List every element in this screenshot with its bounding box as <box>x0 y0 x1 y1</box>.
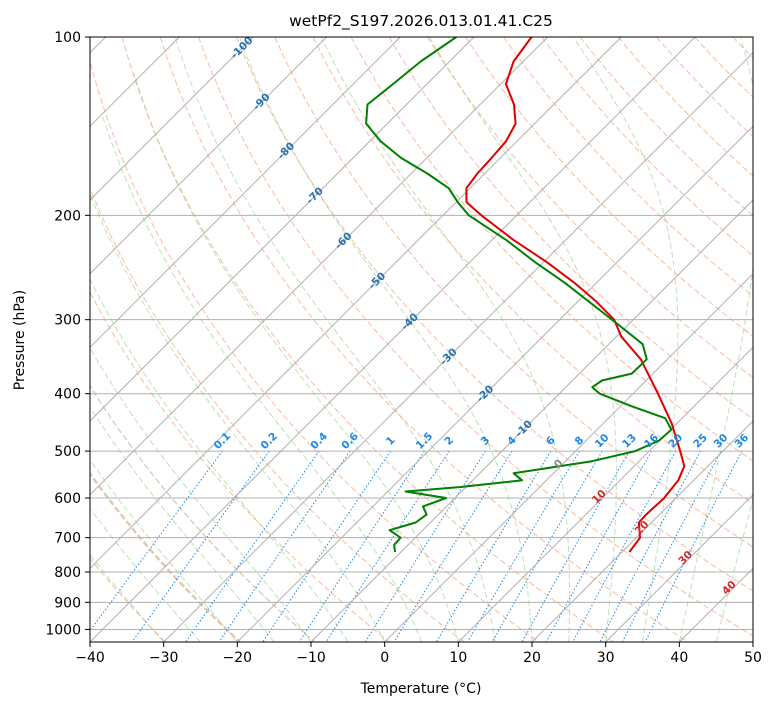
mixing-ratio-line <box>364 450 486 642</box>
dry-adiabat <box>198 37 753 637</box>
mixing-ratio-line <box>90 450 223 632</box>
mixing-ratio-line <box>621 450 722 642</box>
x-tick-label: 40 <box>670 650 688 666</box>
dry-adiabat-boundary <box>90 384 316 642</box>
dry-adiabat <box>388 37 753 420</box>
temperature-line <box>465 37 686 553</box>
moist-adiabat <box>90 347 312 642</box>
y-tick-label: 700 <box>54 531 81 547</box>
mixing-ratio-line <box>521 450 630 642</box>
isotherm-line <box>90 37 622 570</box>
mixing-ratio-line <box>218 450 351 642</box>
y-tick-label: 800 <box>54 565 81 581</box>
y-tick-label: 100 <box>54 30 81 46</box>
isotherm-line <box>90 37 254 201</box>
isotherm-line <box>605 493 753 642</box>
moist-adiabat <box>238 37 533 642</box>
dry-adiabats <box>90 37 753 642</box>
dry-adiabat <box>350 37 753 462</box>
plot-area: -100-90-80-70-60-50-40-30-20-10010203040… <box>90 37 753 642</box>
y-tick-label: 400 <box>54 387 81 403</box>
isotherm-line <box>163 51 753 642</box>
y-axis-label: Pressure (hPa) <box>12 290 28 390</box>
moist-adiabat <box>174 37 496 642</box>
dry-adiabat <box>274 37 753 548</box>
x-tick-label: 30 <box>597 650 615 666</box>
x-tick-label: 50 <box>744 650 762 666</box>
y-tick-label: 1000 <box>45 622 81 638</box>
isotherm-line <box>236 125 753 642</box>
isotherm-line <box>457 346 753 642</box>
isotherm-line <box>90 37 696 642</box>
y-tick-label: 300 <box>54 313 81 329</box>
mixing-ratio-line <box>644 450 743 642</box>
dry-adiabat <box>90 59 540 642</box>
mixing-ratio-line <box>393 450 513 642</box>
dewpoint-line <box>365 37 673 553</box>
y-tick-label: 200 <box>54 208 81 224</box>
y-tick-label: 600 <box>54 491 81 507</box>
mixing-ratio-line <box>545 450 653 642</box>
moist-adiabat <box>90 553 165 642</box>
moist-adiabat <box>320 37 571 642</box>
moist-adiabat <box>101 114 422 642</box>
dry-adiabat <box>236 37 753 592</box>
x-tick-label: 20 <box>523 650 541 666</box>
dry-adiabat <box>159 37 689 642</box>
sounding-series <box>365 37 686 553</box>
isotherm-line <box>90 37 328 275</box>
moist-adiabat <box>90 278 349 642</box>
dry-adiabat <box>121 37 614 642</box>
dry-adiabat <box>312 37 753 505</box>
x-tick-label: −30 <box>149 650 179 666</box>
x-tick-label: −40 <box>75 650 105 666</box>
mixing-ratio-line <box>185 450 320 642</box>
mixing-ratio-line <box>599 450 701 642</box>
isotherm-line <box>90 37 549 496</box>
isotherm-line <box>384 272 753 642</box>
dry-adiabat <box>90 187 465 642</box>
y-tick-label: 900 <box>54 595 81 611</box>
mixing-ratio-line <box>325 450 450 642</box>
mixing-ratio-line <box>572 450 677 642</box>
moist-adiabat <box>90 459 238 642</box>
dry-adiabat <box>617 37 753 177</box>
isobar-grid <box>90 37 753 630</box>
moist-adiabat <box>133 72 459 642</box>
mixing-ratio-line <box>435 450 552 642</box>
x-tick-label: −10 <box>296 650 326 666</box>
dry-adiabat <box>503 37 753 297</box>
chart-title: wetPf2_S197.2026.013.01.41.C25 <box>289 12 553 31</box>
moist-adiabat <box>678 37 753 642</box>
mixing-ratio-lines <box>90 450 743 642</box>
moist-adiabat <box>90 507 201 642</box>
dry-adiabat <box>541 37 753 257</box>
dry-adiabat <box>90 291 390 642</box>
moist-adiabats <box>90 37 753 642</box>
plot-frame <box>89 36 754 643</box>
moist-adiabat <box>428 37 617 642</box>
x-axis-label: Temperature (°C) <box>360 681 482 697</box>
isotherm-line <box>310 199 753 642</box>
x-tick-label: 10 <box>449 650 467 666</box>
x-tick-label: 0 <box>380 650 389 666</box>
isotherm-grid <box>90 37 753 642</box>
mixing-ratio-line <box>131 450 270 642</box>
isotherm-line <box>90 37 401 349</box>
isotherm-line <box>90 37 475 422</box>
x-tick-label: −20 <box>223 650 253 666</box>
mixing-ratio-line <box>298 450 425 642</box>
axes-ticks: −40 −30 −20 −10 0 10 20 30 40 50 1000 900 800 700 600 5… <box>45 30 762 666</box>
isotherm-line <box>531 420 753 642</box>
y-tick-label: 500 <box>54 444 81 460</box>
